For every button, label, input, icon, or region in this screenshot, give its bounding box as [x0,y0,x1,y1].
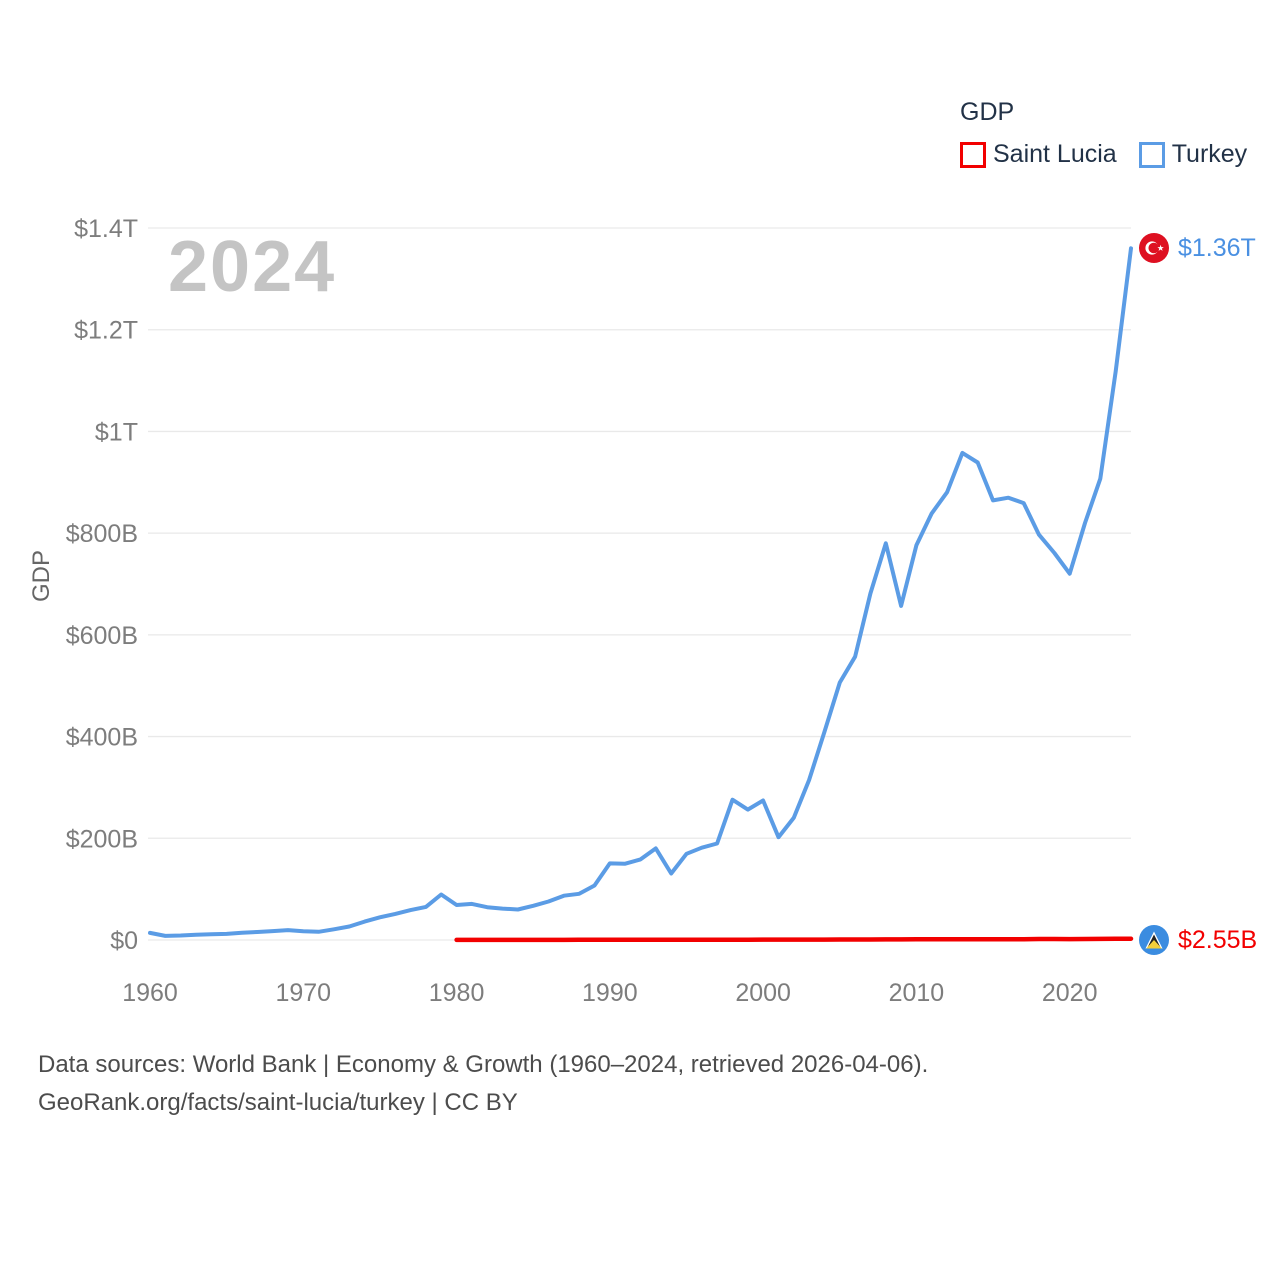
y-tick-label: $1T [95,418,138,446]
y-tick-label: $1.2T [74,317,138,345]
turkey-flag-icon [1139,233,1169,263]
legend-item-label: Saint Lucia [993,140,1117,168]
x-tick-label: 1990 [582,979,638,1007]
x-tick-label: 2020 [1042,979,1098,1007]
y-tick-label: $800B [66,520,138,548]
footer: Data sources: World Bank | Economy & Gro… [38,1046,928,1122]
saint-lucia-end-value: $2.55B [1178,925,1258,954]
x-tick-label: 2000 [735,979,791,1007]
y-tick-label: $1.4T [74,215,138,243]
chart-legend: GDP Saint Lucia Turkey [960,98,1247,169]
series-line-turkey[interactable] [148,246,1133,938]
x-tick-label: 1960 [122,979,178,1007]
x-tick-label: 1980 [429,979,485,1007]
legend-item-label: Turkey [1171,140,1248,168]
data-sources-line: Data sources: World Bank | Economy & Gro… [38,1051,929,1078]
turkey-swatch-icon [1138,141,1165,168]
legend-title: GDP [960,98,1015,126]
saint-lucia-swatch-icon [960,141,986,168]
legend-items: Saint Lucia Turkey [960,140,1247,169]
turkey-end-label: $1.36T [1139,233,1256,263]
watermark-year: 2024 [168,227,337,307]
turkey-end-value: $1.36T [1178,233,1256,262]
legend-item-turkey[interactable]: Turkey [1138,140,1248,169]
saint-lucia-end-label: $2.55B [1139,925,1257,955]
y-tick-label: $0 [110,927,138,955]
y-tick-label: $600B [66,622,138,650]
y-tick-label: $200B [66,825,138,853]
x-tick-label: 2010 [889,979,945,1007]
chart-plot-area: $0 $200B $400B $600B $800B $1T $1.2T $1.4T 1960 1… [66,215,1134,1007]
legend-item-saint-lucia[interactable]: Saint Lucia [960,140,1117,169]
series-line-saint-lucia[interactable] [454,936,1134,943]
attribution-line: GeoRank.org/facts/saint-lucia/turkey | C… [38,1089,518,1116]
saint-lucia-flag-icon [1139,925,1169,955]
x-tick-label: 1970 [275,979,331,1007]
y-tick-label: $400B [66,724,138,752]
